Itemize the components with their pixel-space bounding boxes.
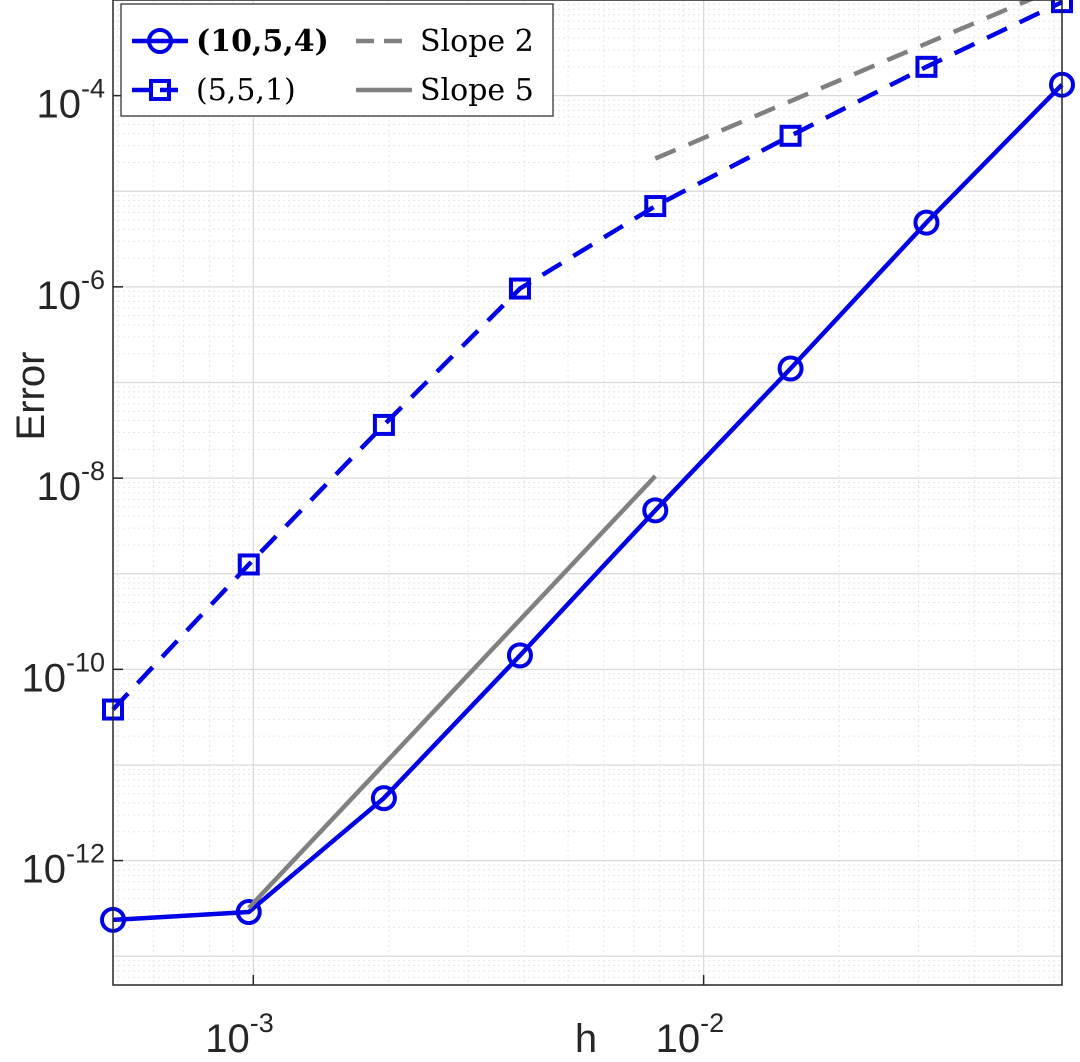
legend-marker (147, 28, 173, 54)
series-line (112, 83, 1064, 923)
legend-label: (10,5,4) (196, 24, 329, 59)
series-slope-5 (247, 474, 657, 910)
legend-label: (5,5,1) (196, 73, 296, 108)
major-grid (113, 0, 1062, 985)
legend: (10,5,4) (5,5,1) Slope 2 Slope 5 (120, 3, 554, 117)
x-axis-label: h (575, 1017, 597, 1061)
circle-marker (235, 898, 262, 925)
y-tick-label: 10-4 (36, 74, 105, 127)
square-marker (237, 553, 260, 576)
square-marker (372, 413, 395, 436)
y-tick-label: 10-6 (36, 265, 105, 318)
reference-line (654, 0, 1035, 161)
legend-box (120, 3, 554, 117)
legend-marker (149, 79, 171, 101)
series-line (111, 0, 1063, 712)
legend-label: Slope 2 (420, 24, 534, 59)
x-tick-label: 10-3 (205, 1008, 274, 1061)
y-axis-ticks: 10-12 10-10 10-8 10-6 10-4 (21, 74, 123, 892)
circle-marker (777, 355, 804, 382)
square-marker (915, 55, 938, 78)
minor-grid (113, 0, 1062, 986)
series-slope-2 (654, 0, 1035, 161)
y-tick-label: 10-12 (21, 839, 105, 892)
legend-item-slope-2: Slope 2 (356, 24, 534, 59)
legend-item-5-5-1: (5,5,1) (132, 73, 296, 108)
square-marker (779, 124, 802, 147)
legend-item-slope-5: Slope 5 (356, 73, 534, 108)
series-layer (100, 0, 1075, 933)
series-10-5-4 (100, 71, 1075, 933)
square-marker (508, 277, 531, 300)
legend-item-10-5-4: (10,5,4) (132, 24, 329, 59)
y-tick-label: 10-8 (36, 456, 105, 509)
y-axis-label: Error (9, 352, 53, 441)
y-tick-label: 10-10 (21, 647, 105, 700)
square-marker (644, 195, 667, 218)
x-axis-ticks: 10-3 10-2 (205, 975, 724, 1061)
plot-frame (112, 0, 1063, 986)
circle-marker (642, 497, 669, 524)
circle-marker (506, 642, 533, 669)
reference-line (247, 474, 657, 910)
x-tick-label: 10-2 (656, 1008, 725, 1061)
circle-marker (370, 785, 397, 812)
circle-marker (913, 209, 940, 236)
legend-label: Slope 5 (420, 73, 534, 108)
